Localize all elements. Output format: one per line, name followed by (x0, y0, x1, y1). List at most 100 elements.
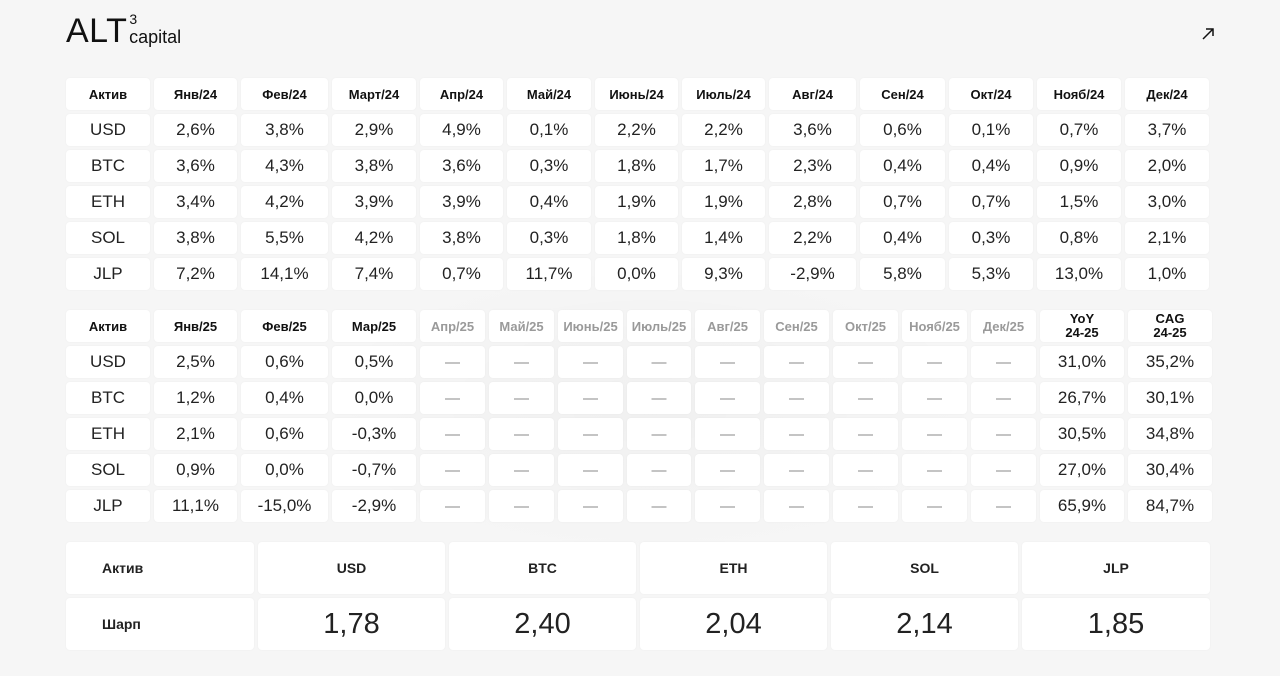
table-cell: 9,3% (682, 258, 765, 290)
table-cell: 2,3% (769, 150, 856, 182)
table-cell: 2,5% (154, 346, 237, 378)
table-cell: 4,2% (241, 186, 328, 218)
sharpe-asset-jlp: JLP (1022, 542, 1210, 594)
table-cell: — (971, 490, 1036, 522)
table-cell: — (764, 454, 829, 486)
table-cell: 2,1% (154, 418, 237, 450)
table-cell: 0,6% (241, 346, 328, 378)
table-cell: 35,2% (1128, 346, 1212, 378)
table-cell: 13,0% (1037, 258, 1121, 290)
table-cell: 84,7% (1128, 490, 1212, 522)
table-cell: 3,6% (154, 150, 237, 182)
table-cell: — (558, 346, 623, 378)
sharpe-value-sol: 2,14 (831, 598, 1018, 650)
sharpe-asset-btc: BTC (449, 542, 636, 594)
table-cell: 4,3% (241, 150, 328, 182)
row-asset-label: USD (66, 114, 150, 146)
table-cell: — (558, 418, 623, 450)
column-header: Нояб/25 (902, 310, 967, 342)
table-cell: 0,1% (507, 114, 591, 146)
table-cell: — (627, 346, 691, 378)
table-cell: — (902, 346, 967, 378)
table-cell: 1,5% (1037, 186, 1121, 218)
column-header: Дек/25 (971, 310, 1036, 342)
table-cell: 0,3% (507, 150, 591, 182)
table-cell: — (558, 454, 623, 486)
table-cell: 3,6% (420, 150, 503, 182)
column-header: Фев/24 (241, 78, 328, 110)
sharpe-value-eth: 2,04 (640, 598, 827, 650)
table-cell: 26,7% (1040, 382, 1124, 414)
column-header: Июль/24 (682, 78, 765, 110)
row-asset-label: JLP (66, 490, 150, 522)
row-asset-label: ETH (66, 418, 150, 450)
table-cell: 2,1% (1125, 222, 1209, 254)
table-cell: 2,8% (769, 186, 856, 218)
table-cell: -2,9% (332, 490, 416, 522)
table-cell: — (489, 490, 554, 522)
table-cell: 5,8% (860, 258, 945, 290)
column-header: Мар/25 (332, 310, 416, 342)
table-cell: — (420, 346, 485, 378)
row-asset-label: SOL (66, 222, 150, 254)
table-cell: — (764, 418, 829, 450)
table-cell: 0,9% (1037, 150, 1121, 182)
table-cell: 0,6% (241, 418, 328, 450)
returns-table-2025: Актив Янв/25 Фев/25 Мар/25 Апр/25 Май/25 Июнь/… (66, 310, 1212, 522)
table-cell: 4,2% (332, 222, 416, 254)
table-cell: 30,5% (1040, 418, 1124, 450)
arrow-up-right-icon[interactable] (1198, 26, 1218, 46)
table-cell: 3,8% (241, 114, 328, 146)
table-cell: — (627, 490, 691, 522)
table-cell: — (695, 382, 760, 414)
row-asset-label: SOL (66, 454, 150, 486)
table-cell: 3,8% (332, 150, 416, 182)
table-cell: — (489, 454, 554, 486)
column-header: Окт/24 (949, 78, 1033, 110)
table-cell: — (833, 346, 898, 378)
table-cell: 3,7% (1125, 114, 1209, 146)
table-cell: 0,3% (949, 222, 1033, 254)
table-cell: — (764, 490, 829, 522)
table-cell: 1,8% (595, 150, 678, 182)
table-cell: 5,3% (949, 258, 1033, 290)
row-asset-label: BTC (66, 150, 150, 182)
table-cell: 30,1% (1128, 382, 1212, 414)
table-cell: 7,4% (332, 258, 416, 290)
column-header: Фев/25 (241, 310, 328, 342)
column-header: Май/24 (507, 78, 591, 110)
sharpe-table: Актив USD BTC ETH SOL JLP Шарп 1,78 2,40… (66, 542, 1210, 650)
table-cell: — (558, 490, 623, 522)
table-cell: 27,0% (1040, 454, 1124, 486)
table-cell: — (902, 418, 967, 450)
table-cell: 1,9% (595, 186, 678, 218)
column-header: Сен/25 (764, 310, 829, 342)
table-cell: — (971, 454, 1036, 486)
table-cell: — (695, 454, 760, 486)
sharpe-asset-eth: ETH (640, 542, 827, 594)
column-header: CAG 24-25 (1128, 310, 1212, 342)
brand-logo: ALT 3 capital (66, 12, 181, 48)
table-cell: 31,0% (1040, 346, 1124, 378)
table-cell: — (902, 454, 967, 486)
column-header: Янв/24 (154, 78, 237, 110)
table-cell: 0,0% (241, 454, 328, 486)
table-cell: -0,3% (332, 418, 416, 450)
table-cell: 2,2% (682, 114, 765, 146)
table-cell: 0,8% (1037, 222, 1121, 254)
table-cell: — (833, 418, 898, 450)
returns-table-2024: Актив Янв/24 Фев/24 Март/24 Апр/24 Май/24 Июнь… (66, 78, 1209, 290)
table-cell: 3,9% (332, 186, 416, 218)
table-cell: — (833, 454, 898, 486)
table-cell: 0,7% (860, 186, 945, 218)
column-header: YoY 24-25 (1040, 310, 1124, 342)
table-cell: 0,9% (154, 454, 237, 486)
table-cell: 0,5% (332, 346, 416, 378)
table-cell: 0,4% (949, 150, 1033, 182)
table-cell: — (489, 382, 554, 414)
sharpe-value-usd: 1,78 (258, 598, 445, 650)
table-cell: 0,7% (420, 258, 503, 290)
sharpe-asset-sol: SOL (831, 542, 1018, 594)
table-cell: 1,4% (682, 222, 765, 254)
row-asset-label: BTC (66, 382, 150, 414)
